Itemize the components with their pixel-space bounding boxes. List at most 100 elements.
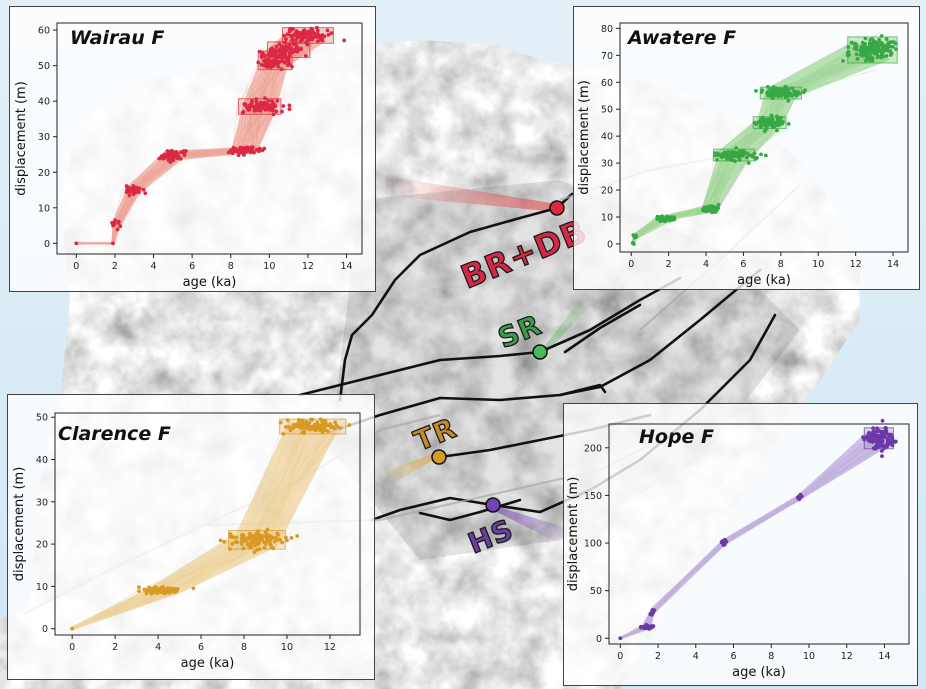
hope-data-point	[871, 446, 876, 451]
wairau-data-point	[266, 53, 271, 57]
awatere-data-point	[888, 53, 893, 57]
awatere-data-point	[772, 91, 777, 96]
clarence-data-point	[320, 425, 325, 430]
wairau-xtick-label: 12	[302, 261, 314, 272]
clarence-data-point	[165, 590, 169, 595]
clarence-data-point	[70, 626, 75, 631]
clarence-data-point	[316, 423, 320, 428]
wairau-path-line	[75, 34, 312, 244]
wairau-ytick-label: 10	[38, 203, 50, 214]
clarence-data-point	[289, 536, 294, 540]
clarence-data-point	[288, 428, 293, 433]
wairau-data-point	[231, 145, 236, 150]
clarence-data-point	[287, 425, 291, 429]
wairau-ytick-label: 20	[38, 168, 50, 179]
wairau-data-point	[322, 34, 327, 39]
awatere-path-line	[632, 46, 873, 243]
clarence-axes-frame	[54, 412, 361, 636]
awatere-data-point	[778, 121, 783, 126]
wairau-data-point	[287, 107, 292, 112]
wairau-xtick-label: 6	[189, 261, 195, 272]
clarence-data-point	[275, 531, 280, 536]
wairau-envelope-segment	[112, 186, 140, 231]
clarence-chart: 0 2 4 6 8 10 12 0 10 20 30 40 50 age (ka) displacement…	[12, 412, 361, 671]
wairau-data-point	[175, 151, 180, 156]
clarence-path-line	[72, 427, 308, 629]
clarence-path-line	[72, 422, 305, 629]
wairau-data-point	[326, 32, 331, 37]
clarence-data-point	[283, 424, 288, 429]
awatere-data-point	[876, 54, 880, 59]
clarence-data-point	[258, 536, 263, 541]
awatere-data-point	[794, 93, 799, 98]
clarence-data-point	[295, 534, 300, 538]
hope-data-point	[878, 440, 883, 445]
clarence-path-line	[74, 422, 310, 630]
clarence-data-point	[256, 529, 260, 534]
wairau-data-point	[274, 44, 279, 49]
clarence-data-point	[239, 542, 244, 546]
clarence-data-point	[321, 418, 326, 423]
hope-data-point	[882, 446, 886, 451]
wairau-data-point	[246, 147, 251, 151]
clarence-xtick-label: 10	[281, 642, 293, 653]
wairau-data-point	[181, 149, 186, 153]
awatere-data-point	[894, 47, 898, 52]
wairau-data-point	[270, 46, 275, 51]
awatere-path-line	[632, 47, 885, 243]
clarence-data-point	[298, 425, 303, 430]
clarence-data-point	[156, 589, 161, 594]
wairau-data-point	[305, 42, 310, 47]
awatere-ytick-label: 50	[601, 105, 613, 116]
awatere-data-point	[785, 92, 789, 97]
wairau-data-point	[115, 227, 120, 232]
wairau-data-point	[126, 185, 131, 190]
wairau-data-point	[262, 100, 267, 105]
hope-xtick-label: 6	[731, 651, 737, 662]
clarence-data-point	[315, 420, 320, 425]
hope-xtick-label: 8	[768, 651, 774, 662]
hs-marker	[485, 497, 501, 513]
wairau-xtick-label: 10	[263, 261, 275, 272]
awatere-data-point	[728, 153, 733, 158]
clarence-data-point	[267, 533, 272, 538]
hope-xtick-label: 10	[803, 651, 815, 662]
hope-data-point	[893, 439, 898, 444]
wairau-xtick-label: 8	[228, 261, 234, 272]
awatere-data-point	[659, 218, 664, 222]
wairau-data-point	[280, 48, 285, 53]
clarence-data-point	[154, 586, 159, 591]
wairau-data-point	[267, 107, 272, 111]
wairau-data-point	[290, 34, 295, 39]
awatere-path-line	[634, 61, 867, 243]
awatere-data-point	[882, 47, 887, 52]
clarence-path-line	[73, 420, 321, 630]
awatere-data-point	[663, 216, 667, 221]
hope-data-point	[890, 436, 895, 441]
hope-ytick-label: 200	[584, 443, 602, 454]
awatere-data-point	[766, 93, 771, 98]
awatere-data-point	[779, 115, 784, 120]
hope-path-line	[620, 440, 891, 639]
awatere-path-line	[631, 51, 851, 245]
wairau-data-point	[245, 106, 250, 111]
awatere-data-point	[863, 51, 868, 56]
hs-fan	[493, 505, 566, 544]
wairau-data-point	[303, 53, 308, 58]
awatere-data-point	[879, 48, 884, 53]
awatere-data-point	[886, 48, 890, 53]
clarence-data-point	[240, 533, 244, 537]
wairau-data-point	[313, 34, 317, 39]
clarence-envelope-segment	[149, 533, 278, 594]
awatere-path-line	[632, 50, 896, 244]
awatere-data-point	[790, 86, 795, 91]
wairau-data-point	[162, 154, 167, 159]
awatere-data-point	[789, 92, 793, 97]
awatere-data-point	[713, 151, 717, 156]
awatere-data-point	[879, 54, 884, 59]
hope-data-point	[869, 439, 873, 444]
hope-xlabel: age (ka)	[732, 665, 786, 680]
clarence-path-line	[70, 426, 324, 630]
hope-path-line	[619, 438, 861, 639]
clarence-data-point	[222, 539, 227, 544]
